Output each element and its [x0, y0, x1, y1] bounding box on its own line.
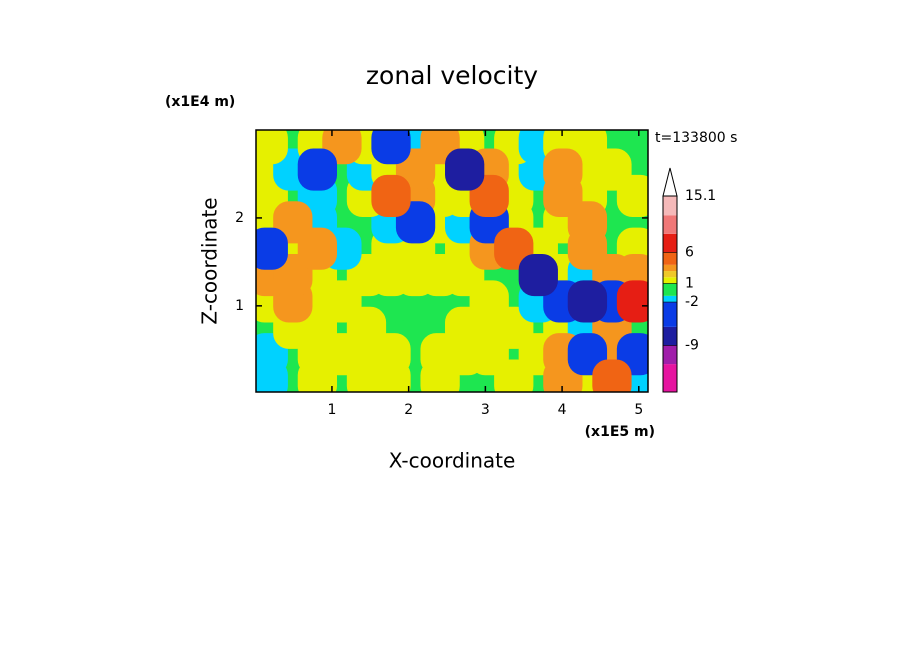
colorbar-segment — [663, 302, 677, 327]
x-tick-label: 5 — [634, 402, 643, 418]
y-tick-label: 2 — [235, 210, 244, 226]
chart-title: zonal velocity — [366, 61, 538, 90]
contour-cell — [543, 148, 583, 191]
contour-cell — [518, 253, 558, 297]
y-unit: (x1E4 m) — [165, 94, 235, 110]
colorbar-extend-arrow — [662, 167, 678, 197]
colorbar-segment — [663, 252, 677, 265]
colorbar-tick-label: 15.1 — [685, 188, 716, 204]
annotation: t=133800 s — [655, 130, 737, 146]
colorbar-segment — [663, 215, 677, 234]
contour-cell — [371, 130, 411, 165]
colorbar-tick-label: -9 — [685, 337, 699, 353]
plot-frame — [255, 129, 649, 393]
y-axis-label: Z-coordinate — [198, 197, 222, 324]
contour-cell — [371, 174, 411, 218]
colorbar-segment — [663, 277, 677, 284]
contour-field — [256, 130, 648, 392]
x-tick-label: 1 — [327, 402, 336, 418]
x-axis-label: X-coordinate — [389, 449, 516, 473]
contour-cell — [297, 148, 338, 191]
colorbar-tick-label: -2 — [685, 294, 699, 310]
contour-cell — [445, 148, 485, 191]
colorbar-segment — [663, 364, 677, 392]
colorbar-segment — [663, 295, 677, 303]
colorbar-segment — [663, 264, 677, 272]
colorbar-segment — [663, 271, 677, 278]
x-tick-label: 3 — [481, 402, 490, 418]
contour-cell — [256, 130, 288, 165]
colorbar-segment — [663, 345, 677, 365]
x-tick-label: 2 — [404, 402, 413, 418]
colorbar-tick-label: 6 — [685, 244, 694, 260]
contour-cell — [616, 280, 648, 323]
colorbar-segment — [663, 326, 677, 346]
contour-cell — [592, 359, 632, 392]
colorbar-segment — [663, 283, 677, 296]
y-tick-label: 1 — [235, 298, 244, 314]
colorbar-tick-label: 1 — [685, 275, 694, 291]
x-unit: (x1E5 m) — [585, 424, 655, 440]
contour-cell — [567, 280, 608, 323]
x-tick-label: 4 — [558, 402, 567, 418]
colorbar-segment — [663, 233, 677, 253]
contour-cell — [256, 227, 288, 270]
colorbar-segment — [663, 196, 677, 216]
